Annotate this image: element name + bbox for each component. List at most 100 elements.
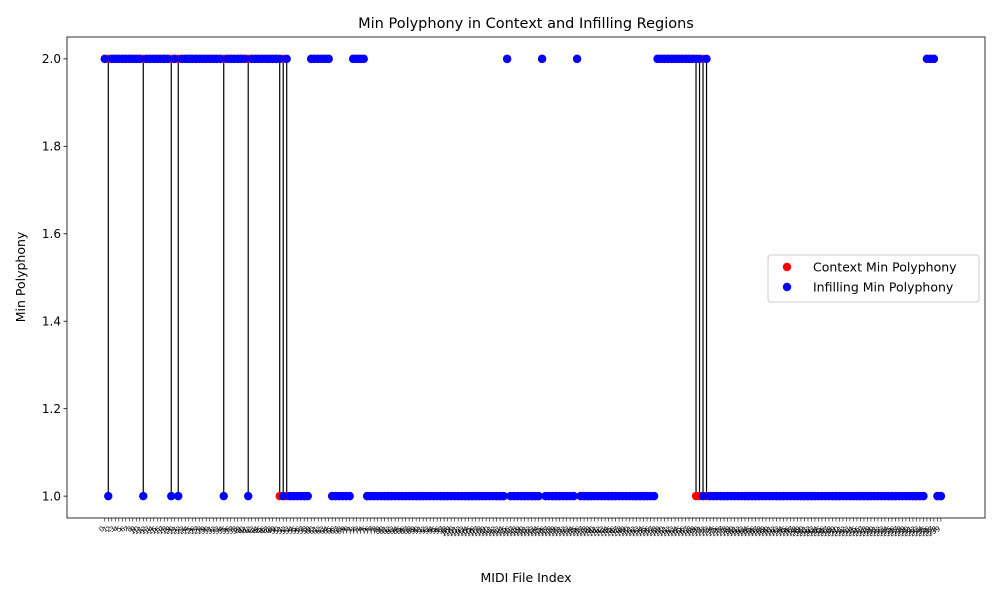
x-tick-label: 8 (126, 525, 134, 534)
x-tick-label: 86 (395, 525, 407, 537)
infilling-point (698, 491, 708, 501)
x-tick-label: 78 (367, 525, 379, 536)
infilling-point (279, 491, 288, 501)
infilling-point (569, 491, 578, 501)
x-tick-label: 39 (230, 525, 242, 536)
x-tick-label: 71 (342, 525, 354, 536)
x-tick-label: 47 (258, 525, 270, 536)
y-tick-label: 1.0 (42, 489, 61, 503)
infilling-point (695, 54, 704, 64)
legend: Context Min Polyphony Infilling Min Poly… (767, 254, 980, 303)
x-tick-label: 53 (279, 525, 291, 536)
x-tick-label: 23 (175, 525, 187, 536)
infilling-point (649, 491, 659, 501)
infilling-point (219, 491, 228, 501)
x-tick-label: 89 (405, 525, 417, 536)
x-tick-label: 40 (234, 525, 246, 536)
infilling-point (345, 491, 354, 501)
x-tick-label: 44 (248, 525, 260, 537)
infilling-point (170, 54, 179, 64)
x-tick-label: 99 (440, 525, 452, 536)
infilling-point (282, 54, 291, 64)
x-tick-label: 85 (391, 525, 403, 536)
x-tick-label: 60 (304, 525, 316, 536)
x-tick-label: 13 (140, 525, 152, 536)
x-tick-label: 88 (402, 525, 414, 536)
x-tick-label: 21 (168, 525, 180, 536)
x-tick-label: 68 (332, 525, 344, 536)
x-tick-label: 51 (272, 525, 284, 536)
x-tick-label: 26 (185, 525, 197, 537)
infilling-point (167, 491, 176, 501)
y-tick-label: 1.4 (42, 315, 61, 329)
infilling-point (275, 54, 284, 64)
x-tick-label: 77 (363, 525, 375, 536)
x-tick-label: 70 (339, 525, 351, 536)
x-tick-label: 79 (370, 525, 382, 536)
x-tick-label: 11 (133, 525, 145, 536)
x-tick-label: 31 (203, 525, 215, 536)
x-tick-label: 25 (182, 525, 194, 536)
infilling-point (303, 491, 312, 501)
x-tick-label: 69 (335, 525, 347, 536)
x-tick-label: 37 (224, 525, 236, 536)
infilling-point (163, 54, 172, 64)
infilling-point (135, 54, 144, 64)
x-tick-label: 27 (189, 525, 201, 536)
legend-label-infilling: Infilling Min Polyphony (813, 280, 954, 295)
x-tick-label: 17 (154, 525, 166, 536)
x-tick-label: 46 (255, 525, 267, 537)
infilling-point (240, 54, 249, 64)
x-tick-label: 95 (426, 525, 438, 536)
x-tick-label: 7 (122, 525, 130, 534)
legend-marker-context (782, 262, 792, 272)
x-tick-label: 49 (265, 525, 277, 536)
x-axis-label: MIDI File Index (480, 570, 571, 585)
legend-marker-infilling (782, 282, 792, 292)
x-tick-label: 75 (356, 525, 368, 536)
x-tick-label: 33 (210, 525, 222, 536)
x-tick-label: 9 (129, 525, 137, 534)
x-tick-label: 15 (147, 525, 159, 536)
x-tick-label: 18 (157, 525, 169, 536)
x-tick-label: 67 (328, 525, 340, 536)
y-tick-label: 1.8 (42, 140, 61, 154)
chart-title: Min Polyphony in Context and Infilling R… (358, 16, 694, 32)
x-tick-label: 2 (105, 525, 113, 534)
x-tick-label: 62 (311, 525, 323, 536)
x-tick-label: 90 (409, 525, 421, 536)
infilling-point (537, 54, 547, 64)
infilling-point (104, 491, 113, 501)
infilling-point (359, 54, 368, 64)
x-tick-label: 42 (241, 525, 253, 536)
x-tick-label: 80 (374, 525, 386, 536)
x-tick-label: 59 (300, 525, 312, 536)
x-tick-label: 58 (297, 525, 309, 536)
y-tick-label: 1.2 (42, 402, 61, 416)
infilling-point (216, 54, 225, 64)
x-tick-label: 41 (237, 525, 249, 536)
x-tick-label: 32 (206, 525, 218, 536)
x-tick-label: 0 (98, 525, 106, 534)
x-tick-label: 14 (143, 525, 155, 537)
x-tick-label: 87 (398, 525, 410, 536)
x-tick-label: 22 (171, 525, 183, 536)
x-tick-label: 93 (419, 525, 431, 536)
legend-frame (767, 254, 980, 303)
x-tick-label: 56 (290, 525, 302, 537)
y-axis: 1.0 1.2 1.4 1.6 1.8 2.0 (42, 52, 67, 503)
x-axis: 0123456789101112131415161718192021222324… (98, 518, 942, 538)
x-tick-label: 76 (360, 525, 372, 537)
infilling-point (244, 491, 253, 501)
infilling-point (702, 54, 711, 64)
x-tick-label: 66 (325, 525, 337, 537)
x-tick-label: 45 (251, 525, 263, 536)
infilling-point (502, 54, 512, 64)
x-tick-label: 10 (129, 525, 141, 536)
x-tick-label: 72 (346, 525, 358, 536)
infilling-point (174, 491, 183, 501)
x-tick-label: 34 (213, 525, 225, 537)
x-tick-label: 82 (381, 525, 393, 536)
